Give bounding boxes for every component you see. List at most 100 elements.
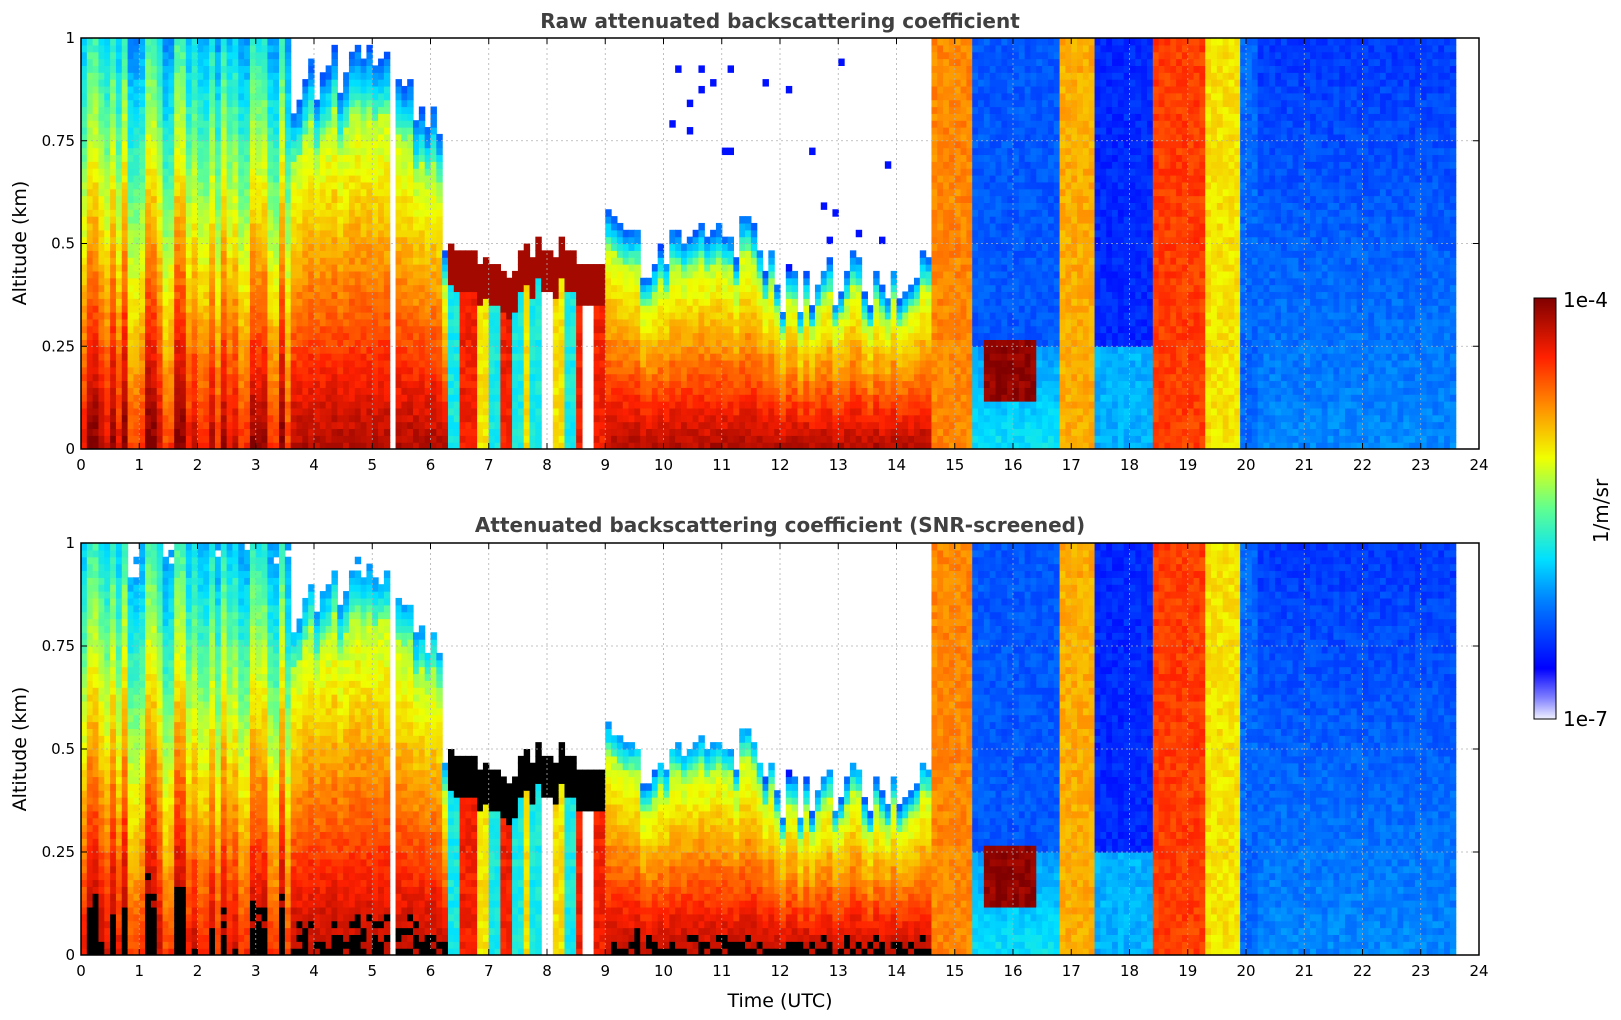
heatmap-cell	[273, 229, 280, 238]
heatmap-cell	[692, 421, 700, 430]
heatmap-cell	[261, 312, 268, 320]
heatmap-cell	[413, 318, 420, 327]
heatmap-cell	[145, 394, 152, 402]
heatmap-cell	[279, 359, 286, 368]
heatmap-cell	[727, 305, 734, 313]
heatmap-cell	[488, 414, 496, 423]
heatmap-cell	[244, 394, 251, 402]
heatmap-cell	[517, 284, 525, 293]
heatmap-cell	[430, 277, 437, 286]
heatmap-cell	[634, 346, 641, 354]
heatmap-cell	[81, 318, 88, 327]
heatmap-cell	[482, 312, 490, 320]
heatmap-cell	[314, 188, 321, 197]
heatmap-cell	[104, 44, 111, 53]
heatmap-cell	[115, 312, 123, 320]
heatmap-cell	[302, 209, 309, 217]
heatmap-cell	[81, 209, 88, 217]
heatmap-cell	[745, 264, 752, 272]
heatmap-cell	[127, 65, 135, 73]
heatmap-cell	[273, 209, 280, 217]
heatmap-cell	[325, 257, 333, 265]
heatmap-cell	[290, 154, 298, 162]
heatmap-cell	[302, 373, 309, 382]
heatmap-cell	[238, 270, 245, 279]
heatmap-cell	[150, 270, 158, 279]
heatmap-cell	[436, 312, 443, 320]
heatmap-cell	[197, 44, 204, 53]
heatmap-cell	[570, 353, 577, 361]
heatmap-cell	[273, 332, 280, 340]
heatmap-cell	[255, 195, 263, 203]
heatmap-cell	[646, 387, 653, 395]
heatmap-cell	[436, 133, 443, 142]
heatmap-cell	[354, 58, 362, 66]
heatmap-cell	[81, 229, 88, 238]
heatmap-cell	[220, 250, 228, 258]
heatmap-cell	[284, 209, 292, 217]
heatmap-cell	[477, 264, 484, 272]
heatmap-cell	[145, 435, 152, 443]
heatmap-cell	[354, 421, 362, 430]
heatmap-cell	[430, 366, 437, 375]
heatmap-cell	[372, 140, 379, 149]
heatmap-cell	[715, 270, 723, 279]
heatmap-cell	[180, 58, 187, 66]
heatmap-cell	[319, 85, 327, 94]
heatmap-cell	[314, 195, 321, 203]
heatmap-cell	[488, 394, 496, 402]
heatmap-cell	[407, 140, 414, 149]
heatmap-cell	[383, 353, 391, 361]
heatmap-cell	[273, 291, 280, 299]
heatmap-cell	[284, 312, 292, 320]
heatmap-cell	[290, 188, 298, 197]
heatmap-cell	[249, 168, 257, 176]
heatmap-cell	[418, 188, 426, 197]
heatmap-cell	[121, 127, 129, 135]
heatmap-cell	[424, 428, 432, 436]
heatmap-cell	[86, 346, 94, 354]
heatmap-cell	[284, 154, 292, 162]
heatmap-cell	[145, 51, 152, 60]
heatmap-cell	[145, 195, 152, 203]
heatmap-cell	[611, 394, 618, 402]
heatmap-cell	[121, 401, 129, 409]
heatmap-cell	[110, 216, 117, 224]
heatmap-cell	[395, 401, 402, 409]
heatmap-cell	[191, 38, 199, 46]
heatmap-cell	[115, 133, 123, 142]
heatmap-cell	[296, 291, 303, 299]
heatmap-cell	[675, 339, 682, 347]
heatmap-cell	[710, 250, 717, 258]
heatmap-cell	[640, 401, 647, 409]
heatmap-cell	[680, 373, 688, 382]
heatmap-cell	[325, 387, 333, 395]
heatmap-cell	[197, 366, 204, 375]
heatmap-cell	[168, 195, 175, 203]
heatmap-cell	[203, 380, 210, 388]
heatmap-cell	[354, 79, 362, 87]
heatmap-cell	[500, 270, 507, 279]
heatmap-cell	[634, 250, 641, 258]
heatmap-cell	[599, 270, 606, 279]
heatmap-cell	[698, 264, 705, 272]
heatmap-cell	[279, 264, 286, 272]
heatmap-cell	[133, 435, 140, 443]
heatmap-cell	[535, 421, 542, 430]
heatmap-cell	[686, 127, 694, 135]
heatmap-cell	[185, 284, 193, 293]
heatmap-cell	[395, 353, 402, 361]
heatmap-cell	[564, 284, 571, 293]
heatmap-cell	[669, 435, 676, 443]
heatmap-cell	[395, 284, 402, 293]
heatmap-cell	[110, 147, 117, 156]
heatmap-cell	[203, 161, 210, 169]
heatmap-cell	[92, 359, 100, 368]
heatmap-cell	[325, 428, 333, 436]
heatmap-cell	[238, 353, 245, 361]
heatmap-cell	[331, 195, 338, 203]
heatmap-cell	[325, 113, 333, 121]
heatmap-cell	[150, 312, 158, 320]
heatmap-cell	[197, 147, 204, 156]
heatmap-cell	[465, 373, 472, 382]
